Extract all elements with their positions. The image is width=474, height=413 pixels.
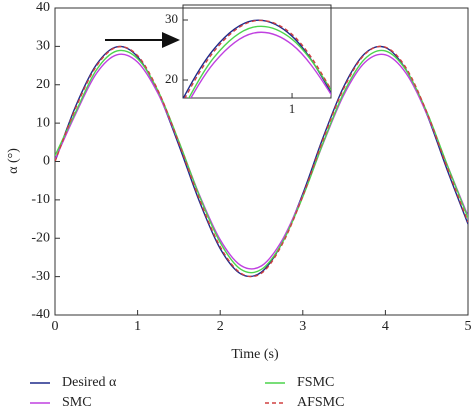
y-tick-label: 30 [36, 39, 50, 54]
y-tick-label: 10 [36, 115, 50, 130]
y-tick-label: 20 [36, 77, 50, 92]
x-tick-label: 1 [134, 319, 141, 334]
series-line [55, 45, 468, 278]
y-tick-label: -30 [31, 269, 50, 284]
legend-label: AFSMC [297, 395, 344, 410]
y-axis-label: α (°) [6, 148, 21, 174]
inset-lines [183, 19, 331, 98]
series-line [55, 53, 468, 270]
series-line [55, 45, 468, 278]
series-line [55, 49, 468, 274]
x-axis-label: Time (s) [231, 347, 279, 362]
x-tick-label: 2 [217, 319, 224, 334]
x-tick-label: 4 [382, 319, 389, 334]
x-tick-label: 3 [299, 319, 306, 334]
x-tick-label: 0 [52, 319, 59, 334]
inset-frame [182, 4, 332, 99]
lines [55, 45, 468, 278]
legend-label: FSMC [297, 375, 334, 390]
y-tick-label: 40 [36, 0, 50, 15]
y-tick-label: -20 [31, 230, 50, 245]
y-tick-label: -10 [31, 192, 50, 207]
inset-y-tick-label: 20 [165, 71, 178, 86]
y-tick-label: -40 [31, 307, 50, 322]
inset-series-line [184, 19, 331, 98]
y-tick-label: 0 [43, 154, 50, 169]
inset-series-line [190, 31, 331, 98]
inset-y-tick-label: 30 [165, 11, 178, 26]
x-tick-label: 5 [465, 319, 472, 334]
legend-label: SMC [62, 395, 92, 410]
inset-series-line [188, 25, 331, 98]
inset-x-tick-label: 1 [289, 101, 296, 116]
legend-label: Desired α [62, 375, 117, 390]
